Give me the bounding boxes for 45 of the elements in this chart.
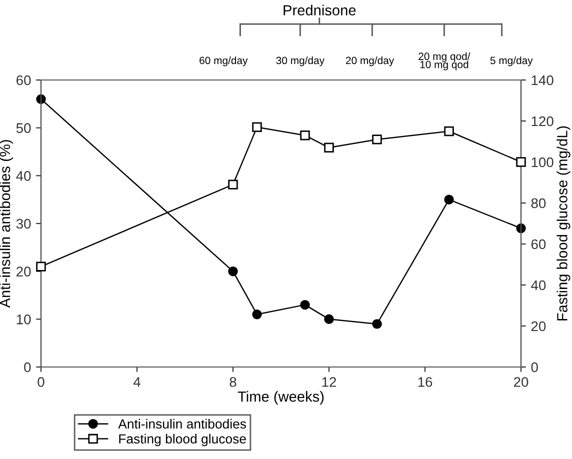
x-axis-title: Time (weeks) bbox=[238, 391, 324, 405]
y2-tick-label: 120 bbox=[532, 116, 554, 126]
y2-tick-label: 80 bbox=[531, 198, 546, 208]
point bbox=[444, 194, 454, 204]
text: 20 mg qod/ 10 mg qod bbox=[418, 52, 470, 70]
legend-label: Anti-insulin antibodies bbox=[118, 418, 246, 429]
y-tick-label: 0 bbox=[24, 362, 31, 372]
point bbox=[372, 319, 382, 329]
point bbox=[228, 266, 238, 276]
point bbox=[252, 122, 262, 132]
point bbox=[252, 310, 262, 320]
point bbox=[324, 314, 334, 324]
text: 30 mg/day bbox=[276, 56, 324, 66]
y2-axis-title: Fasting blood glucose (mg/dL) bbox=[556, 126, 570, 320]
point bbox=[444, 126, 454, 136]
text: 20 mg/day bbox=[346, 56, 394, 66]
x-tick-label: 4 bbox=[133, 377, 140, 387]
y-tick-label: 10 bbox=[16, 314, 31, 324]
x-tick-label: 20 bbox=[514, 377, 528, 387]
x-tick-label: 12 bbox=[322, 377, 336, 387]
y2-tick-label: 40 bbox=[531, 280, 546, 290]
y-tick-label: 50 bbox=[16, 123, 31, 134]
text: Prednisone bbox=[284, 4, 356, 16]
x-tick-label: 0 bbox=[38, 377, 44, 387]
y-tick-label: 60 bbox=[16, 75, 31, 86]
x-tick-label: 16 bbox=[418, 377, 432, 387]
y2-tick-label: 60 bbox=[531, 239, 546, 250]
y-tick-label: 20 bbox=[16, 266, 31, 277]
text: 60 mg/day bbox=[200, 56, 248, 66]
point bbox=[300, 130, 310, 140]
text: 5 mg/day bbox=[490, 56, 533, 66]
y2-tick-label: 20 bbox=[531, 321, 546, 332]
y-tick-label: 40 bbox=[16, 171, 31, 181]
point bbox=[228, 180, 238, 190]
x-tick-label: 8 bbox=[230, 377, 236, 387]
y-tick-label: 30 bbox=[16, 218, 31, 229]
y2-tick-label: 140 bbox=[532, 75, 554, 86]
y2-tick-label: 0 bbox=[531, 362, 538, 372]
point bbox=[300, 300, 310, 310]
legend-label: Fasting blood glucose bbox=[119, 434, 246, 446]
point bbox=[324, 142, 334, 153]
point bbox=[372, 134, 382, 144]
point bbox=[516, 157, 526, 167]
y2-tick-label: 100 bbox=[532, 157, 554, 168]
point bbox=[36, 262, 46, 272]
